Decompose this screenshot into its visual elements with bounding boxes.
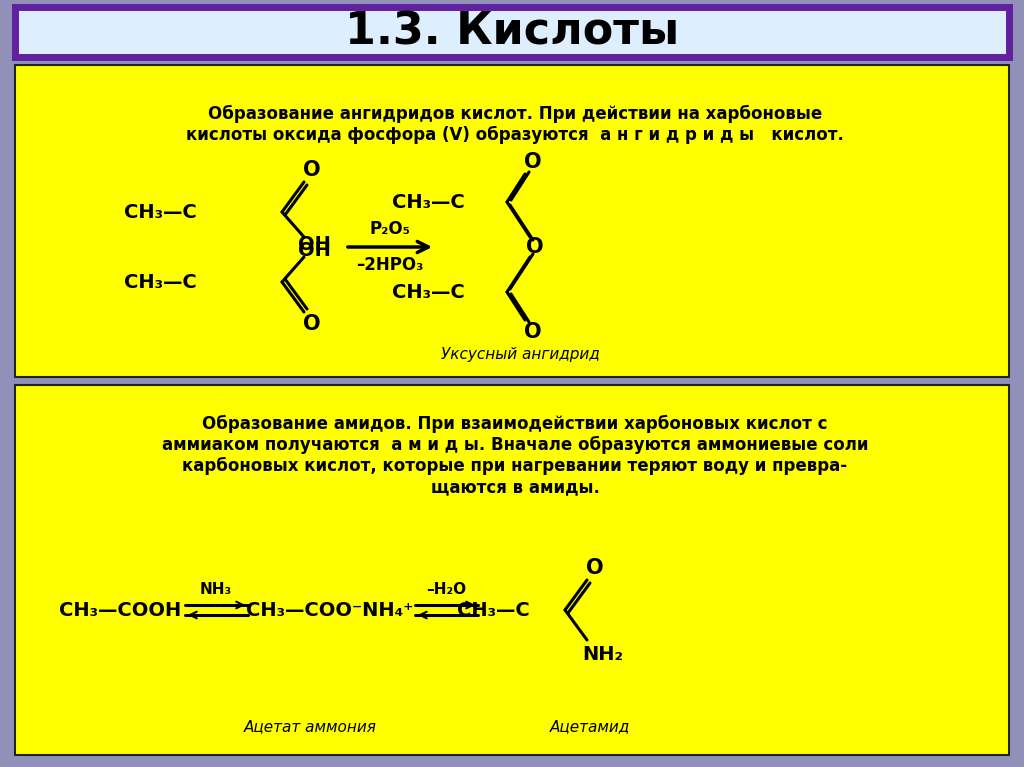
Text: Уксусный ангидрид: Уксусный ангидрид bbox=[440, 347, 599, 363]
Text: P₂O₅: P₂O₅ bbox=[370, 220, 411, 238]
Text: NH₃: NH₃ bbox=[200, 582, 232, 597]
Text: Ацетамид: Ацетамид bbox=[550, 719, 630, 735]
Text: O: O bbox=[586, 558, 604, 578]
FancyBboxPatch shape bbox=[15, 7, 1009, 57]
Text: O: O bbox=[524, 152, 542, 172]
Text: O: O bbox=[303, 160, 321, 180]
Text: 1.3. Кислоты: 1.3. Кислоты bbox=[345, 11, 679, 54]
Text: CH₃—C: CH₃—C bbox=[124, 272, 197, 291]
Text: CH₃—C: CH₃—C bbox=[458, 601, 530, 620]
Text: Образование ангидридов кислот. При действии на харбоновые
кислоты оксида фосфора: Образование ангидридов кислот. При дейст… bbox=[186, 105, 844, 144]
Text: NH₂: NH₂ bbox=[583, 646, 624, 664]
Text: CH₃—COO⁻NH₄⁺: CH₃—COO⁻NH₄⁺ bbox=[247, 601, 414, 620]
Text: CH₃—COOH: CH₃—COOH bbox=[58, 601, 181, 620]
Text: Ацетат аммония: Ацетат аммония bbox=[244, 719, 377, 735]
Text: CH₃—C: CH₃—C bbox=[124, 202, 197, 222]
FancyBboxPatch shape bbox=[15, 65, 1009, 377]
Text: –H₂O: –H₂O bbox=[426, 582, 466, 597]
Text: CH₃—C: CH₃—C bbox=[392, 282, 465, 301]
Text: –2HPO₃: –2HPO₃ bbox=[356, 256, 424, 274]
Text: OH: OH bbox=[298, 235, 331, 254]
Text: O: O bbox=[526, 237, 544, 257]
Text: CH₃—C: CH₃—C bbox=[392, 193, 465, 212]
Text: O: O bbox=[524, 322, 542, 342]
Text: O: O bbox=[303, 314, 321, 334]
Text: OH: OH bbox=[298, 241, 331, 259]
Text: Образование амидов. При взаимодействии харбоновых кислот с
аммиаком получаются  : Образование амидов. При взаимодействии х… bbox=[162, 415, 868, 496]
FancyBboxPatch shape bbox=[15, 385, 1009, 755]
